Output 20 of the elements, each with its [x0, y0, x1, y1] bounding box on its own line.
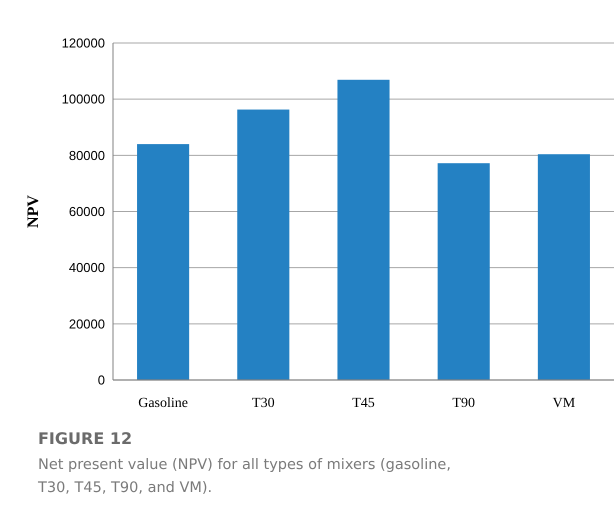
bar: [438, 163, 490, 380]
bar: [538, 154, 590, 380]
x-tick-label: T45: [352, 396, 375, 411]
text: FIGURE 12: [38, 429, 132, 448]
y-tick-label: 80000: [68, 148, 105, 163]
y-tick-label: 0: [98, 372, 105, 388]
x-tick-label: T90: [452, 396, 475, 411]
x-tick-label: VM: [552, 396, 576, 411]
y-tick-label: 100000: [62, 92, 105, 107]
bar: [337, 80, 390, 380]
x-tick-label: Gasoline: [138, 396, 188, 411]
y-tick-label: 40000: [68, 260, 105, 276]
bar: [137, 144, 190, 380]
y-tick-label: 120000: [62, 36, 105, 51]
text: Net present value (NPV) for all types of mixers (gasoline, T30, T45, T90, and VM).: [37, 457, 451, 496]
y-tick-label: 60000: [68, 204, 105, 220]
y-tick-label: 20000: [68, 316, 105, 332]
bar: [237, 110, 290, 380]
y-axis-title: NPV: [25, 194, 42, 228]
x-tick-label: T30: [252, 396, 275, 411]
